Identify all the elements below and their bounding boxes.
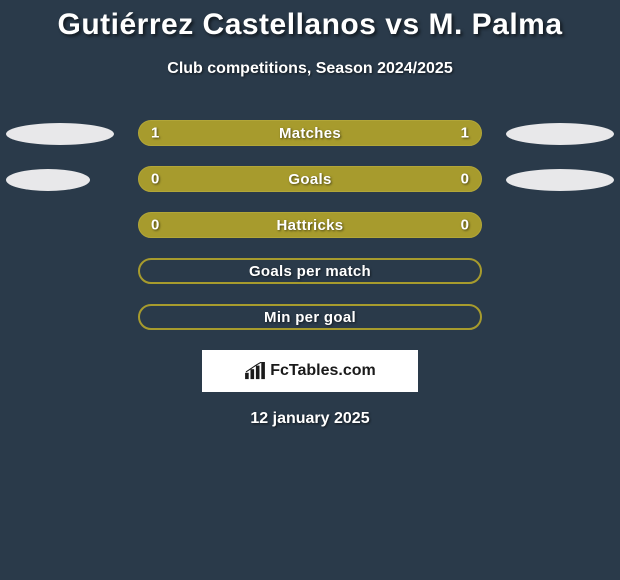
stat-bar: Goals per match: [138, 258, 482, 284]
page-subtitle: Club competitions, Season 2024/2025: [0, 60, 620, 78]
stat-left-value: 1: [151, 125, 159, 142]
right-ellipse: [506, 123, 614, 145]
page-title: Gutiérrez Castellanos vs M. Palma: [0, 8, 620, 42]
stat-label: Goals per match: [249, 263, 371, 280]
bars-icon: [244, 362, 266, 380]
stat-right-value: 1: [461, 125, 469, 142]
stat-row: 1 Matches 1: [0, 120, 620, 148]
left-ellipse: [6, 169, 90, 191]
stat-label: Hattricks: [277, 217, 344, 234]
stat-bar: 0 Goals 0: [138, 166, 482, 192]
stat-label: Goals: [288, 171, 331, 188]
stat-left-value: 0: [151, 217, 159, 234]
stat-row: Min per goal: [0, 304, 620, 332]
left-ellipse: [6, 123, 114, 145]
right-ellipse: [506, 169, 614, 191]
stat-row: 0 Goals 0: [0, 166, 620, 194]
stat-left-value: 0: [151, 171, 159, 188]
stat-row: 0 Hattricks 0: [0, 212, 620, 240]
stat-row: Goals per match: [0, 258, 620, 286]
stat-label: Min per goal: [264, 309, 356, 326]
stat-bar: 1 Matches 1: [138, 120, 482, 146]
stat-bar: Min per goal: [138, 304, 482, 330]
stat-bar: 0 Hattricks 0: [138, 212, 482, 238]
stat-right-value: 0: [461, 217, 469, 234]
footer-date: 12 january 2025: [0, 410, 620, 428]
brand-badge: FcTables.com: [202, 350, 418, 392]
stat-right-value: 0: [461, 171, 469, 188]
stat-label: Matches: [279, 125, 341, 142]
brand-text: FcTables.com: [270, 362, 376, 380]
